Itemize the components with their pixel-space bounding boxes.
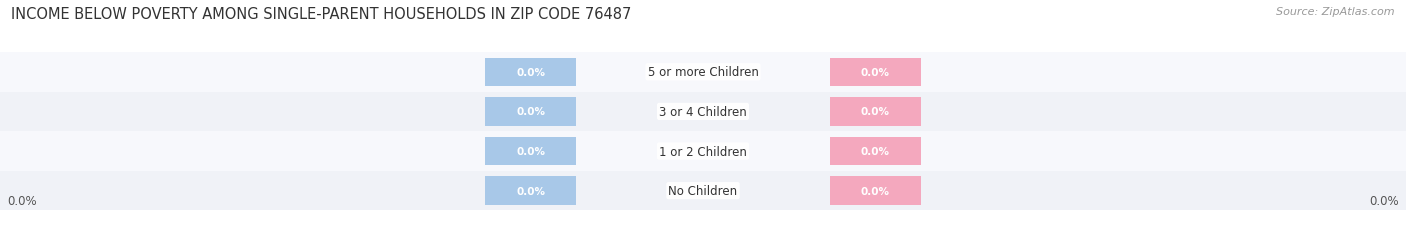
Text: 1 or 2 Children: 1 or 2 Children	[659, 145, 747, 158]
Text: INCOME BELOW POVERTY AMONG SINGLE-PARENT HOUSEHOLDS IN ZIP CODE 76487: INCOME BELOW POVERTY AMONG SINGLE-PARENT…	[11, 7, 631, 22]
Text: 0.0%: 0.0%	[516, 107, 546, 117]
Bar	[830, 98, 921, 126]
Bar	[0, 171, 1406, 210]
Bar	[0, 92, 1406, 132]
Text: 5 or more Children: 5 or more Children	[648, 66, 758, 79]
Text: Source: ZipAtlas.com: Source: ZipAtlas.com	[1277, 7, 1395, 17]
Text: 0.0%: 0.0%	[516, 146, 546, 156]
Bar	[0, 132, 1406, 171]
Bar	[485, 137, 576, 166]
Bar	[830, 58, 921, 87]
Bar	[485, 98, 576, 126]
Text: 0.0%: 0.0%	[516, 186, 546, 196]
Bar	[485, 58, 576, 87]
Bar	[0, 53, 1406, 92]
Bar	[830, 137, 921, 166]
Text: No Children: No Children	[668, 184, 738, 197]
Text: 0.0%: 0.0%	[1369, 195, 1399, 207]
Text: 0.0%: 0.0%	[7, 195, 37, 207]
Text: 3 or 4 Children: 3 or 4 Children	[659, 106, 747, 119]
Text: 0.0%: 0.0%	[516, 67, 546, 77]
Text: 0.0%: 0.0%	[860, 107, 890, 117]
Bar	[830, 177, 921, 205]
Text: 0.0%: 0.0%	[860, 186, 890, 196]
Bar	[485, 177, 576, 205]
Text: 0.0%: 0.0%	[860, 67, 890, 77]
Text: 0.0%: 0.0%	[860, 146, 890, 156]
